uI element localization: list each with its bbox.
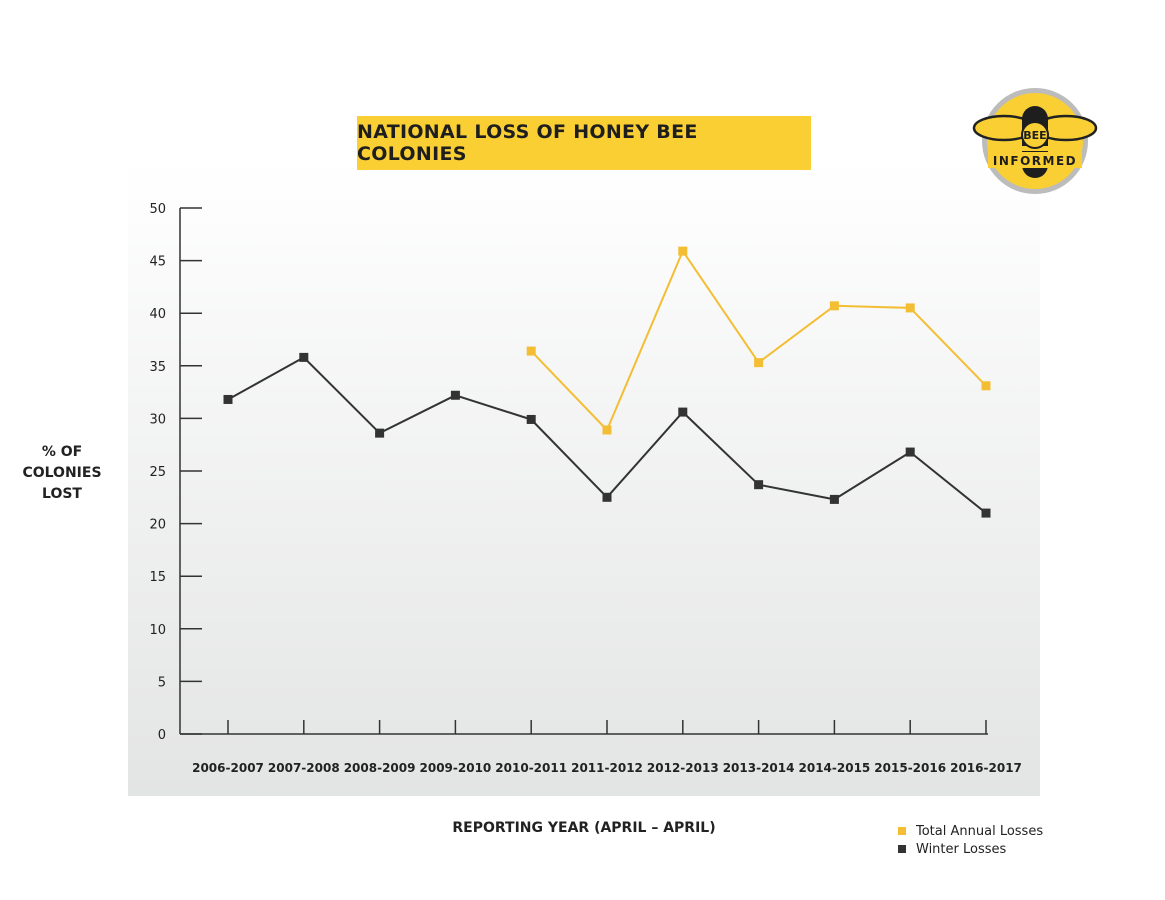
legend-item-total: Total Annual Losses	[898, 822, 1043, 840]
x-tick-label: 2016-2017	[950, 761, 1022, 775]
logo-text-top: BEE	[1023, 129, 1046, 142]
x-tick-label: 2008-2009	[344, 761, 416, 775]
x-tick-label: 2009-2010	[420, 761, 492, 775]
x-tick-label: 2006-2007	[192, 761, 264, 775]
x-tick-label: 2015-2016	[874, 761, 946, 775]
data-point-total	[602, 425, 612, 435]
chart-title: NATIONAL LOSS OF HONEY BEE COLONIES	[357, 116, 811, 170]
x-tick-label: 2014-2015	[799, 761, 871, 775]
y-tick-label: 50	[149, 202, 166, 217]
logo-text-bottom: INFORMED	[993, 154, 1077, 168]
data-point-winter	[450, 390, 460, 400]
data-point-total	[754, 358, 764, 368]
x-tick-label: 2013-2014	[723, 761, 795, 775]
data-point-winter	[905, 447, 915, 457]
bee-head-icon	[1021, 121, 1049, 149]
y-tick-label: 15	[149, 570, 166, 585]
x-tick-label: 2010-2011	[495, 761, 567, 775]
y-tick-label: 35	[149, 360, 166, 375]
x-tick-label: 2011-2012	[571, 761, 643, 775]
data-point-winter	[829, 494, 839, 504]
y-axis-label-line: % OF	[41, 444, 83, 460]
legend-label-winter: Winter Losses	[916, 841, 1007, 857]
data-point-winter	[602, 492, 612, 502]
series-layer	[223, 246, 991, 518]
data-point-total	[905, 303, 915, 313]
logo-text-band	[988, 152, 1082, 168]
axes: 0 5 10 15 20 25 30 35 40 45 50 2006-2007 2007-2008 20…	[149, 202, 1021, 775]
data-point-winter	[678, 407, 688, 417]
data-point-winter	[981, 508, 991, 518]
legend-item-winter: Winter Losses	[898, 840, 1043, 858]
legend: Total Annual Losses Winter Losses	[898, 822, 1043, 858]
y-tick-label: 30	[149, 412, 166, 427]
data-point-winter	[754, 480, 764, 490]
data-point-winter	[299, 352, 309, 362]
y-axis-label: % OF COLONIES LOST	[14, 442, 110, 505]
legend-swatch-winter	[898, 845, 906, 853]
data-point-total	[678, 246, 688, 256]
bee-informed-logo: BEE INFORMED	[972, 88, 1098, 194]
data-point-total	[829, 301, 839, 311]
y-tick-label: 45	[149, 255, 166, 270]
data-point-total	[526, 346, 536, 356]
y-tick-label: 20	[149, 518, 166, 533]
data-point-winter	[526, 414, 536, 424]
data-point-winter	[223, 394, 233, 404]
y-tick-label: 0	[158, 728, 166, 743]
legend-label-total: Total Annual Losses	[916, 823, 1044, 839]
y-tick-label: 40	[149, 307, 166, 322]
x-tick-label: 2012-2013	[647, 761, 719, 775]
y-tick-label: 10	[149, 623, 166, 638]
y-tick-label: 25	[149, 465, 166, 480]
y-axis-label-line: COLONIES	[22, 465, 102, 481]
x-tick-label: 2007-2008	[268, 761, 340, 775]
data-point-total	[981, 381, 991, 391]
y-tick-label: 5	[158, 675, 166, 690]
data-point-winter	[375, 428, 385, 438]
legend-swatch-total	[898, 827, 906, 835]
x-axis-label: REPORTING YEAR (APRIL – APRIL)	[452, 820, 716, 836]
plot-background	[128, 160, 1040, 796]
y-axis-label-line: LOST	[42, 486, 82, 502]
